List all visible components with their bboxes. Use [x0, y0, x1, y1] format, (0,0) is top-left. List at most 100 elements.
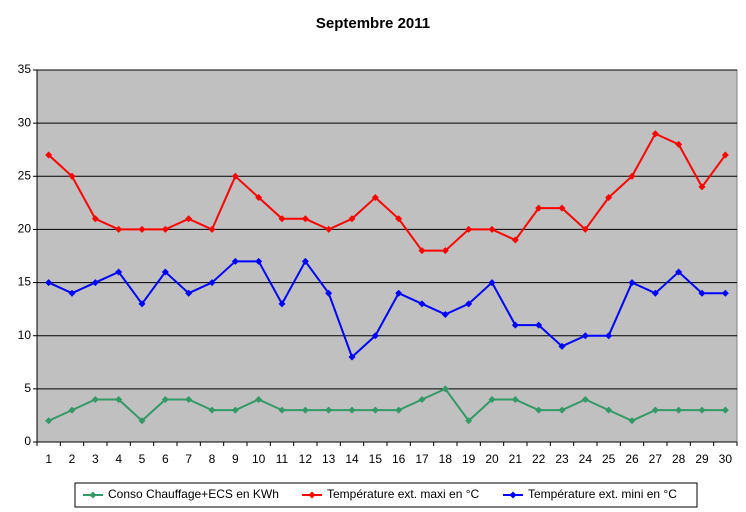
point: [418, 395, 426, 403]
point: [208, 225, 216, 233]
point: [511, 321, 519, 329]
legend: [74, 482, 698, 508]
point: [605, 332, 613, 340]
point: [418, 247, 426, 255]
point: [698, 406, 706, 414]
y-tick-label: 5: [24, 381, 31, 395]
point: [558, 342, 566, 350]
x-tick-label: 14: [345, 452, 359, 466]
point: [208, 406, 216, 414]
point: [278, 406, 286, 414]
x-tick-label: 7: [185, 452, 192, 466]
point: [605, 406, 613, 414]
x-tick-label: 12: [299, 452, 313, 466]
series-line: [47, 132, 727, 252]
legend-label: Conso Chauffage+ECS en KWh: [108, 487, 279, 501]
point: [138, 225, 146, 233]
point: [115, 225, 123, 233]
point: [535, 321, 543, 329]
point: [371, 406, 379, 414]
point: [231, 257, 239, 265]
point: [68, 289, 76, 297]
point: [698, 183, 706, 191]
x-tick-label: 19: [462, 452, 476, 466]
point: [138, 300, 146, 308]
point: [185, 289, 193, 297]
point: [278, 300, 286, 308]
x-tick-label: 25: [602, 452, 616, 466]
x-tick-label: 3: [92, 452, 99, 466]
point: [465, 225, 473, 233]
y-tick-label: 25: [18, 168, 32, 182]
chart-title: Septembre 2011: [316, 15, 430, 32]
y-tick-label: 35: [18, 62, 32, 76]
point: [721, 406, 729, 414]
x-tick-label: 23: [555, 452, 569, 466]
point: [255, 194, 263, 202]
point: [371, 332, 379, 340]
x-tick-label: 5: [139, 452, 146, 466]
point: [301, 257, 309, 265]
point: [581, 395, 589, 403]
point: [651, 130, 659, 138]
x-tick-label: 24: [579, 452, 593, 466]
point: [628, 417, 636, 425]
point: [488, 395, 496, 403]
point: [301, 215, 309, 223]
point: [45, 279, 53, 287]
x-tick-label: 6: [162, 452, 169, 466]
point: [675, 406, 683, 414]
point: [651, 406, 659, 414]
y-tick-label: 30: [18, 115, 32, 129]
point: [278, 215, 286, 223]
point: [395, 406, 403, 414]
point: [558, 204, 566, 212]
point: [231, 406, 239, 414]
point: [301, 406, 309, 414]
point: [138, 417, 146, 425]
point: [721, 289, 729, 297]
point: [325, 289, 333, 297]
x-tick-label: 28: [672, 452, 686, 466]
series-line: [48, 387, 726, 423]
x-tick-label: 1: [45, 452, 52, 466]
point: [441, 385, 449, 393]
point: [208, 279, 216, 287]
point: [348, 215, 356, 223]
y-tick-label: 20: [18, 222, 32, 236]
point: [91, 395, 99, 403]
point: [68, 172, 76, 180]
x-tick-label: 27: [649, 452, 663, 466]
x-tick-label: 29: [695, 452, 709, 466]
series-line: [48, 259, 726, 359]
point: [581, 332, 589, 340]
x-tick-label: 8: [209, 452, 216, 466]
point: [675, 268, 683, 276]
x-tick-label: 20: [485, 452, 499, 466]
y-tick-label: 10: [18, 328, 32, 342]
x-tick-label: 18: [439, 452, 453, 466]
plot-area: [36, 69, 738, 443]
point: [628, 279, 636, 287]
point: [488, 225, 496, 233]
point: [161, 225, 169, 233]
x-tick-label: 15: [369, 452, 383, 466]
point: [698, 289, 706, 297]
point: [348, 353, 356, 361]
point: [255, 395, 263, 403]
point: [255, 257, 263, 265]
legend-marker: [509, 491, 517, 499]
point: [465, 417, 473, 425]
point: [675, 140, 683, 148]
point: [535, 406, 543, 414]
x-tick-label: 2: [69, 452, 76, 466]
point: [161, 268, 169, 276]
point: [185, 215, 193, 223]
point: [161, 395, 169, 403]
x-tick-label: 9: [232, 452, 239, 466]
point: [91, 279, 99, 287]
point: [371, 194, 379, 202]
y-tick-label: 15: [18, 275, 32, 289]
x-tick-label: 10: [252, 452, 266, 466]
